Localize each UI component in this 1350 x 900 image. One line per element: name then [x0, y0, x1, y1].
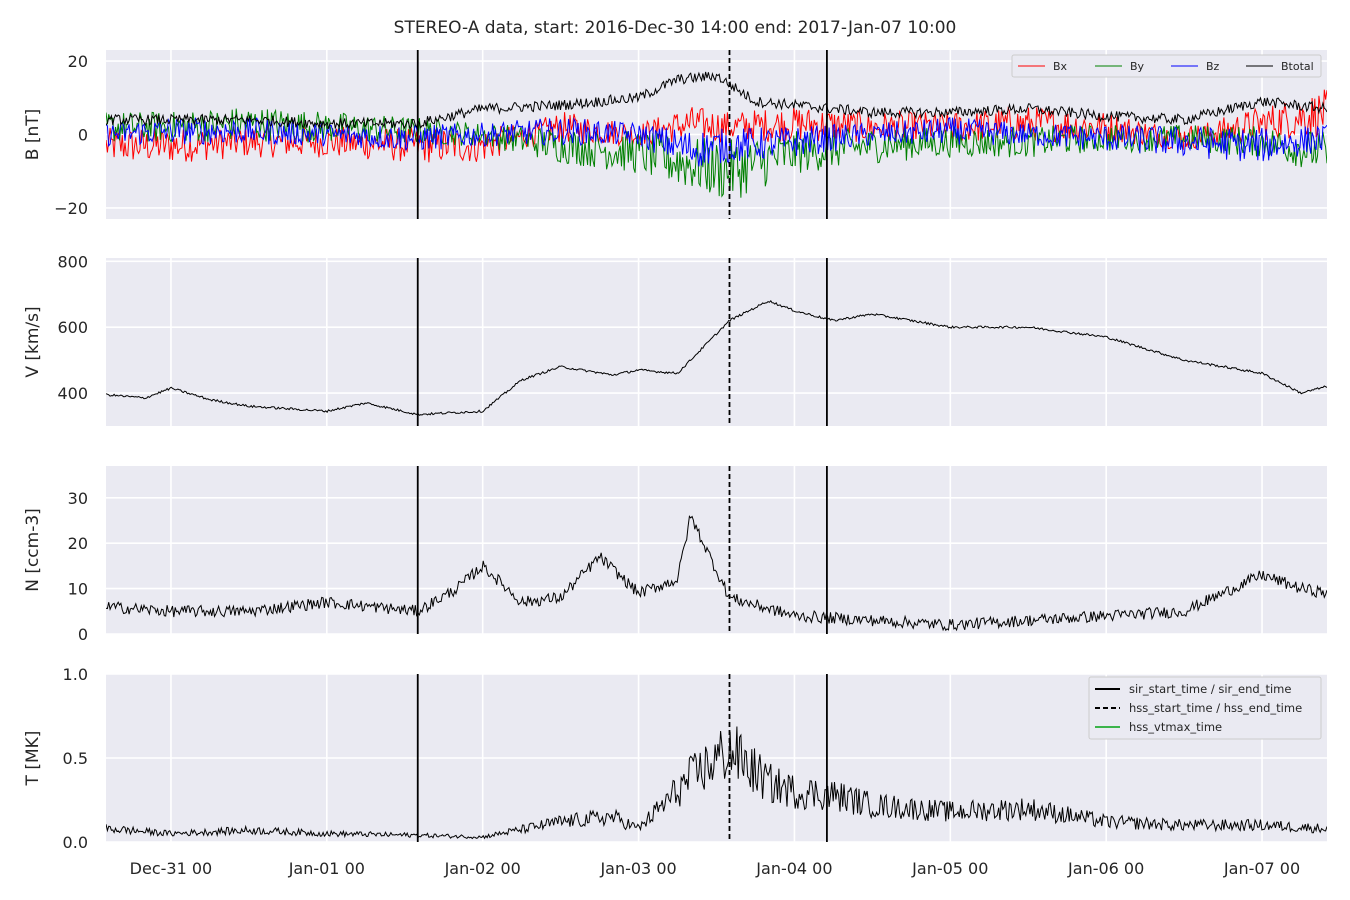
legend-label-event-2: hss_start_time / hss_end_time: [1129, 701, 1302, 715]
y-tick-label: 1.0: [63, 665, 88, 684]
legend-box: [1011, 54, 1322, 78]
y-tick-label: −20: [54, 199, 88, 218]
y-tick-label: 400: [57, 384, 88, 403]
series-line-t: [106, 726, 1327, 840]
x-tick-label: Jan-01 00: [288, 859, 365, 878]
legend-b-components: Bx By Bz Btotal: [1011, 54, 1322, 78]
plot-area: [106, 258, 1327, 426]
x-tick-label: Jan-06 00: [1067, 859, 1144, 878]
legend-events: sir_start_time / sir_end_time hss_start_t…: [1088, 676, 1322, 740]
series-line-v: [106, 299, 1327, 416]
y-axis-label: V [km/s]: [23, 306, 43, 377]
panel-3: 0 10 20 30 N [ccm-3]: [23, 466, 1327, 644]
series-line-btotal: [106, 71, 1327, 130]
y-tick-label: 10: [68, 580, 88, 599]
y-tick-label: 0.5: [63, 749, 88, 768]
panel-2: 400 600 800 V [km/s]: [23, 252, 1327, 426]
x-tick-label: Jan-04 00: [755, 859, 832, 878]
y-axis-label: T [MK]: [23, 731, 43, 787]
y-axis-label: B [nT]: [23, 109, 43, 161]
series-line-n: [106, 515, 1327, 632]
y-tick-label: 20: [68, 534, 88, 553]
legend-label-bx: Bx: [1053, 60, 1068, 73]
chart-title: STEREO-A data, start: 2016-Dec-30 14:00 …: [393, 18, 957, 38]
y-tick-label: 800: [57, 252, 88, 271]
legend-label-btotal: Btotal: [1281, 60, 1314, 73]
y-axis-label: N [ccm-3]: [23, 508, 43, 592]
y-tick-label: 20: [68, 52, 88, 71]
legend-label-event-1: sir_start_time / sir_end_time: [1129, 682, 1291, 696]
legend-label-by: By: [1130, 60, 1145, 73]
legend-label-bz: Bz: [1206, 60, 1220, 73]
y-tick-label: 0.0: [63, 833, 88, 852]
x-tick-label: Jan-03 00: [599, 859, 676, 878]
series-line-bx: [106, 89, 1327, 163]
plot-area: [106, 466, 1327, 634]
x-tick-label: Jan-07 00: [1223, 859, 1300, 878]
legend-box: [1088, 676, 1322, 740]
legend-label-event-3: hss_vtmax_time: [1129, 720, 1222, 734]
x-tick-label: Jan-02 00: [444, 859, 521, 878]
y-tick-label: 0: [78, 126, 88, 145]
x-tick-label: Dec-31 00: [130, 859, 213, 878]
series-line-bz: [106, 116, 1327, 167]
y-tick-label: 30: [68, 489, 88, 508]
y-tick-label: 0: [78, 625, 88, 644]
y-tick-label: 600: [57, 318, 88, 337]
x-tick-label: Jan-05 00: [911, 859, 988, 878]
panel-1: −20 0 20 B [nT]: [23, 50, 1327, 219]
